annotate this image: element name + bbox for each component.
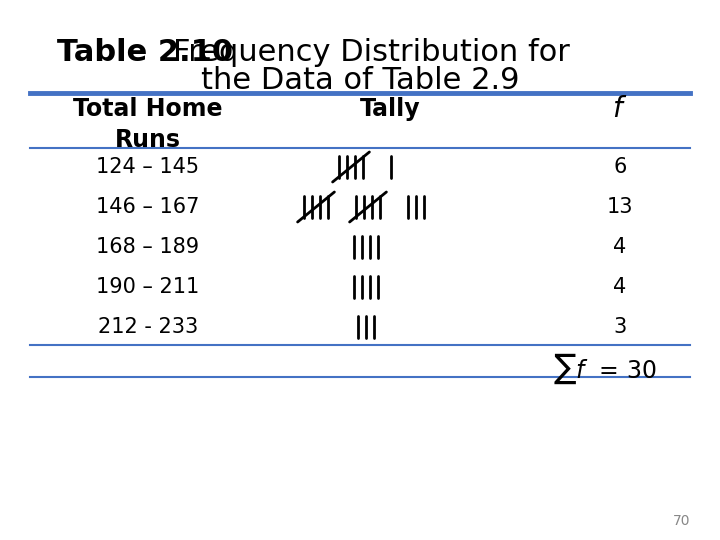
Text: 146 – 167: 146 – 167 bbox=[96, 197, 199, 217]
Text: Total Home
Runs: Total Home Runs bbox=[73, 97, 222, 152]
Text: the Data of Table 2.9: the Data of Table 2.9 bbox=[201, 66, 519, 95]
Text: 124 – 145: 124 – 145 bbox=[96, 157, 199, 177]
Text: 212 - 233: 212 - 233 bbox=[98, 317, 198, 337]
Text: $f$: $f$ bbox=[613, 95, 628, 123]
Text: 4: 4 bbox=[613, 277, 626, 297]
Text: Tally: Tally bbox=[360, 97, 420, 121]
Text: 190 – 211: 190 – 211 bbox=[96, 277, 199, 297]
Text: Frequency Distribution for: Frequency Distribution for bbox=[173, 38, 570, 67]
Text: 6: 6 bbox=[613, 157, 626, 177]
Text: Table 2.10: Table 2.10 bbox=[57, 38, 233, 67]
Text: 70: 70 bbox=[672, 514, 690, 528]
Text: 4: 4 bbox=[613, 237, 626, 257]
Text: 13: 13 bbox=[607, 197, 634, 217]
Text: 168 – 189: 168 – 189 bbox=[96, 237, 199, 257]
Text: 3: 3 bbox=[613, 317, 626, 337]
Text: $\sum f$  = 30: $\sum f$ = 30 bbox=[553, 352, 657, 387]
